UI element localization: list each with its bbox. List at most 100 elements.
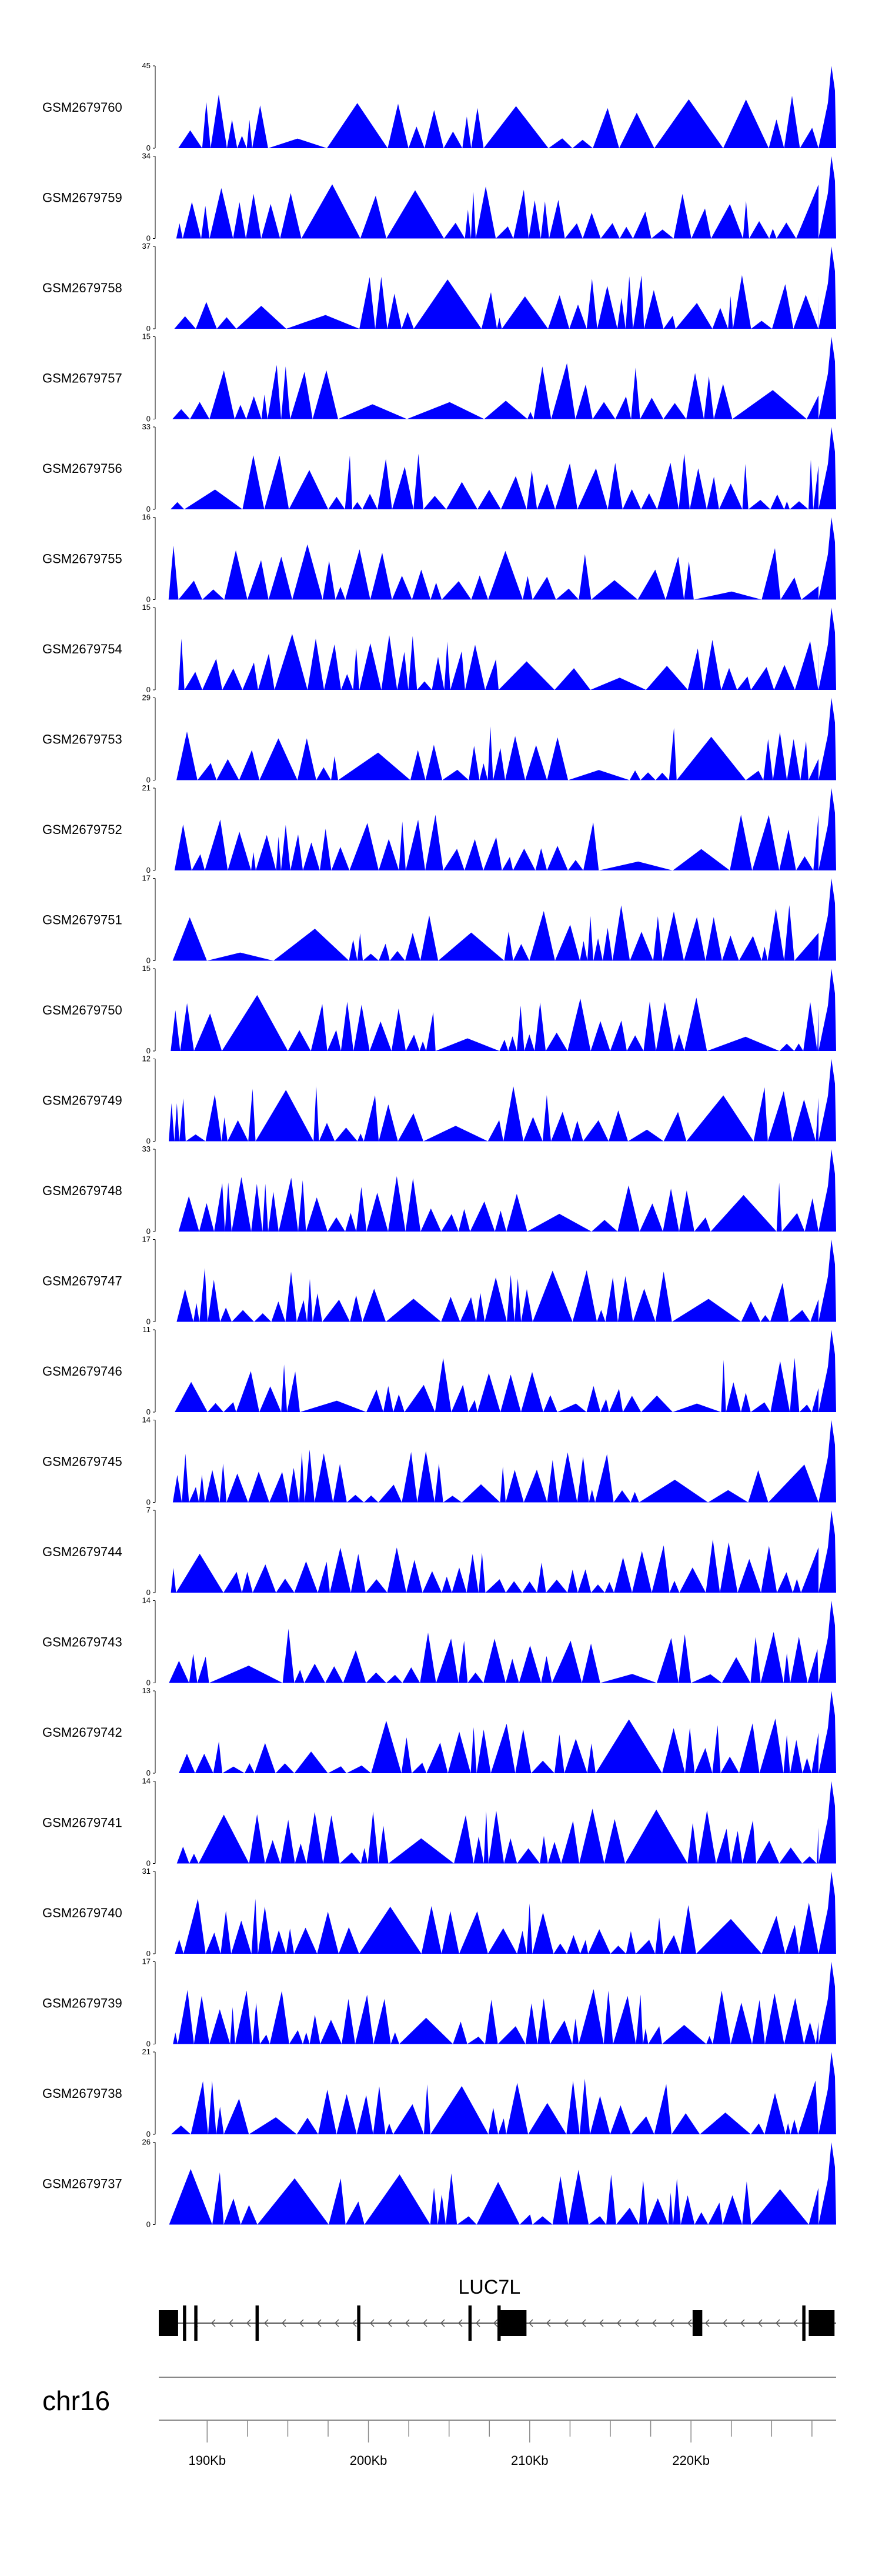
chevron-icon (299, 2319, 304, 2327)
track-GSM2679751: GSM2679751 17 0 (42, 874, 837, 965)
y-tick-label-max: 17 (142, 1957, 151, 1966)
track-label: GSM2679744 (42, 1544, 122, 1559)
y-tick-label-max: 21 (142, 783, 151, 792)
y-tick-label-max: 14 (142, 1777, 151, 1786)
track-label: GSM2679756 (42, 461, 122, 476)
chevron-icon (493, 2319, 498, 2327)
track-GSM2679749: GSM2679749 12 0 (42, 1055, 836, 1146)
coverage-area (171, 1510, 837, 1593)
chromosome-label: chr16 (42, 2385, 110, 2416)
track-label: GSM2679745 (42, 1454, 122, 1469)
track-label: GSM2679739 (42, 1996, 122, 2011)
chevron-icon (528, 2319, 533, 2327)
y-tick-label-max: 33 (142, 1144, 151, 1153)
y-tick-label-max: 29 (142, 693, 151, 702)
y-tick-label-max: 14 (142, 1596, 151, 1605)
y-tick-label-max: 26 (142, 2138, 151, 2147)
chevron-icon (457, 2319, 463, 2327)
chevron-icon (687, 2319, 692, 2327)
coverage-area (176, 156, 836, 239)
track-label: GSM2679743 (42, 1635, 122, 1650)
strand-chevrons (193, 2319, 816, 2327)
track-GSM2679760: GSM2679760 45 0 (42, 61, 837, 152)
coverage-area (176, 1781, 837, 1864)
y-tick-label-min: 0 (146, 1407, 151, 1416)
chevron-icon (440, 2319, 445, 2327)
y-tick-label-min: 0 (146, 505, 151, 513)
coverage-area (168, 517, 837, 600)
genome-axis: 190Kb 200Kb 210Kb 220Kb (159, 2420, 836, 2468)
coverage-area (172, 336, 837, 419)
exon (159, 2310, 178, 2336)
track-GSM2679750: GSM2679750 15 0 (42, 964, 836, 1055)
coverage-area (178, 608, 836, 690)
chromosome-ideogram: chr16 (42, 2377, 836, 2416)
y-tick-label-max: 21 (142, 2047, 151, 2056)
coverage-area (175, 1330, 837, 1412)
chevron-icon (757, 2319, 763, 2327)
track-GSM2679752: GSM2679752 21 0 (42, 783, 836, 875)
chevron-icon (704, 2319, 710, 2327)
chevron-icon (352, 2319, 357, 2327)
chevron-icon (316, 2319, 322, 2327)
coverage-area (171, 969, 836, 1051)
coverage-area (172, 1420, 836, 1503)
y-tick-label-min: 0 (146, 2130, 151, 2138)
track-label: GSM2679749 (42, 1093, 122, 1108)
track-GSM2679747: GSM2679747 17 0 (42, 1235, 836, 1326)
exon (692, 2310, 703, 2336)
y-tick-label-min: 0 (146, 1588, 151, 1597)
track-label: GSM2679738 (42, 2086, 122, 2101)
y-tick-label-min: 0 (146, 144, 151, 152)
track-label: GSM2679759 (42, 191, 122, 205)
track-label: GSM2679747 (42, 1274, 122, 1289)
y-tick-label-min: 0 (146, 776, 151, 785)
track-GSM2679746: GSM2679746 11 0 (42, 1325, 837, 1416)
y-tick-label-max: 14 (142, 1416, 151, 1424)
chevron-icon (740, 2319, 745, 2327)
coverage-area (178, 1149, 837, 1232)
coverage-area (175, 1871, 836, 1954)
y-tick-label-max: 17 (142, 874, 151, 883)
gene-exons (159, 2305, 835, 2341)
coverage-area (179, 1691, 836, 1773)
track-label: GSM2679740 (42, 1906, 122, 1920)
y-tick-label-min: 0 (146, 1769, 151, 1777)
track-label: GSM2679760 (42, 100, 122, 115)
exon (802, 2305, 806, 2341)
axis-tick-label: 210Kb (511, 2453, 549, 2468)
track-GSM2679741: GSM2679741 14 0 (42, 1777, 837, 1868)
y-tick-label-min: 0 (146, 866, 151, 875)
track-GSM2679740: GSM2679740 31 0 (42, 1867, 836, 1958)
chevron-icon (228, 2319, 233, 2327)
track-label: GSM2679754 (42, 642, 122, 656)
track-GSM2679737: GSM2679737 26 0 (42, 2138, 837, 2229)
coverage-area (171, 427, 836, 509)
track-GSM2679739: GSM2679739 17 0 (42, 1957, 837, 2048)
track-label: GSM2679751 (42, 913, 122, 927)
track-GSM2679754: GSM2679754 15 0 (42, 603, 836, 694)
coverage-area (174, 788, 836, 870)
chevron-icon (563, 2319, 569, 2327)
track-label: GSM2679746 (42, 1364, 122, 1379)
coverage-area (169, 1600, 836, 1683)
track-GSM2679753: GSM2679753 29 0 (42, 693, 837, 785)
exon (183, 2305, 186, 2341)
gene-model-track: LUC7L (159, 2276, 836, 2341)
y-tick-label-max: 11 (143, 1325, 151, 1334)
exon (497, 2305, 501, 2341)
coverage-area (171, 2052, 836, 2134)
track-label: GSM2679757 (42, 371, 122, 386)
chevron-icon (669, 2319, 674, 2327)
chevron-icon (369, 2319, 375, 2327)
track-label: GSM2679752 (42, 822, 122, 837)
track-GSM2679758: GSM2679758 37 0 (42, 242, 836, 333)
chevron-icon (599, 2319, 604, 2327)
track-label: GSM2679748 (42, 1183, 122, 1198)
chevron-icon (422, 2319, 427, 2327)
y-tick-label-min: 0 (146, 1137, 151, 1146)
y-tick-label-max: 33 (142, 422, 151, 431)
y-tick-label-min: 0 (146, 1227, 151, 1236)
chevron-icon (546, 2319, 551, 2327)
y-tick-label-min: 0 (146, 595, 151, 604)
